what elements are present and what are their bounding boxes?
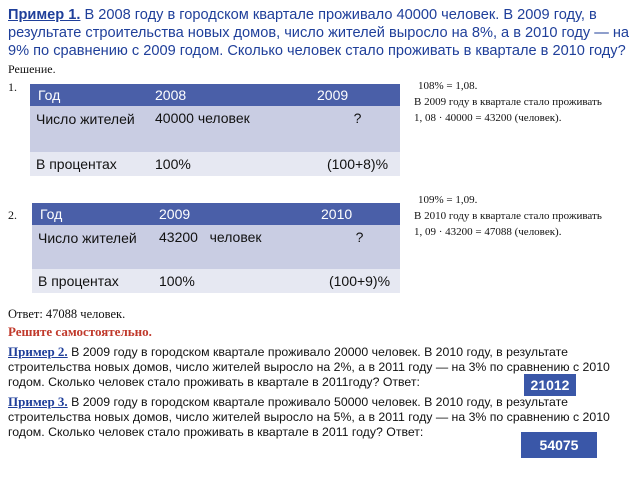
table-cell: (100+9)% (319, 269, 400, 293)
example-2-answer-box: 21012 (524, 374, 576, 396)
table-row: В процентах 100% (100+9)% (32, 269, 400, 293)
table-cell: Число жителей (32, 225, 157, 269)
solution-label: Решение. (8, 62, 56, 76)
example-2-label: Пример 2. (8, 344, 68, 359)
step-1-note-3: 1, 08 · 40000 = 43200 (человек). (414, 112, 562, 124)
header-cell: Год (32, 203, 157, 225)
table-cell: 43200 человек (157, 225, 319, 269)
table-cell: 100% (153, 152, 315, 176)
step-1-note-2: В 2009 году в квартале стало проживать (414, 96, 602, 108)
header-cell: Год (30, 84, 153, 106)
example-2-statement: Пример 2. В 2009 году в городском кварта… (8, 344, 632, 390)
header-cell: 2009 (315, 84, 400, 106)
example-2-text: В 2009 году в городском квартале прожива… (8, 345, 610, 389)
step-1-number: 1. (8, 80, 17, 94)
step-1-note-1: 108% = 1,08. (418, 80, 478, 92)
example-3-statement: Пример 3. В 2009 году в городском кварта… (8, 394, 632, 440)
step-2-note-2: В 2010 году в квартале стало проживать (414, 210, 602, 222)
example-1-text: В 2008 году в городском квартале прожива… (8, 7, 630, 59)
step-2-number: 2. (8, 208, 17, 222)
example-1-label: Пример 1. (8, 7, 81, 23)
example-3-label: Пример 3. (8, 394, 68, 409)
table-cell: 100% (157, 269, 319, 293)
step-2-note-3: 1, 09 · 43200 = 47088 (человек). (414, 226, 562, 238)
table-row: Число жителей 40000 человек ? (30, 106, 400, 152)
self-solve-heading: Решите самостоятельно. (8, 324, 152, 339)
table-header-row: Год 2008 2009 (30, 84, 400, 106)
table-header-row: Год 2009 2010 (32, 203, 400, 225)
example-3-text: В 2009 году в городском квартале прожива… (8, 395, 610, 439)
example-1-statement: Пример 1. В 2008 году в городском кварта… (8, 6, 634, 60)
answer-text: Ответ: 47088 человек. (8, 307, 126, 321)
example-3-answer-box: 54075 (521, 432, 597, 458)
step-1-table: Год 2008 2009 Число жителей 40000 челове… (30, 84, 400, 176)
table-row: Число жителей 43200 человек ? (32, 225, 400, 269)
table-cell: ? (319, 225, 400, 269)
step-2-table: Год 2009 2010 Число жителей 43200 челове… (32, 203, 400, 293)
header-cell: 2008 (153, 84, 315, 106)
table-row: В процентах 100% (100+8)% (30, 152, 400, 176)
step-2-note-1: 109% = 1,09. (418, 194, 478, 206)
table-cell: В процентах (30, 152, 153, 176)
table-cell: (100+8)% (315, 152, 400, 176)
table-cell: Число жителей (30, 106, 153, 152)
table-cell: 40000 человек (153, 106, 315, 152)
table-cell: ? (315, 106, 400, 152)
header-cell: 2009 (157, 203, 319, 225)
table-cell: В процентах (32, 269, 157, 293)
header-cell: 2010 (319, 203, 400, 225)
